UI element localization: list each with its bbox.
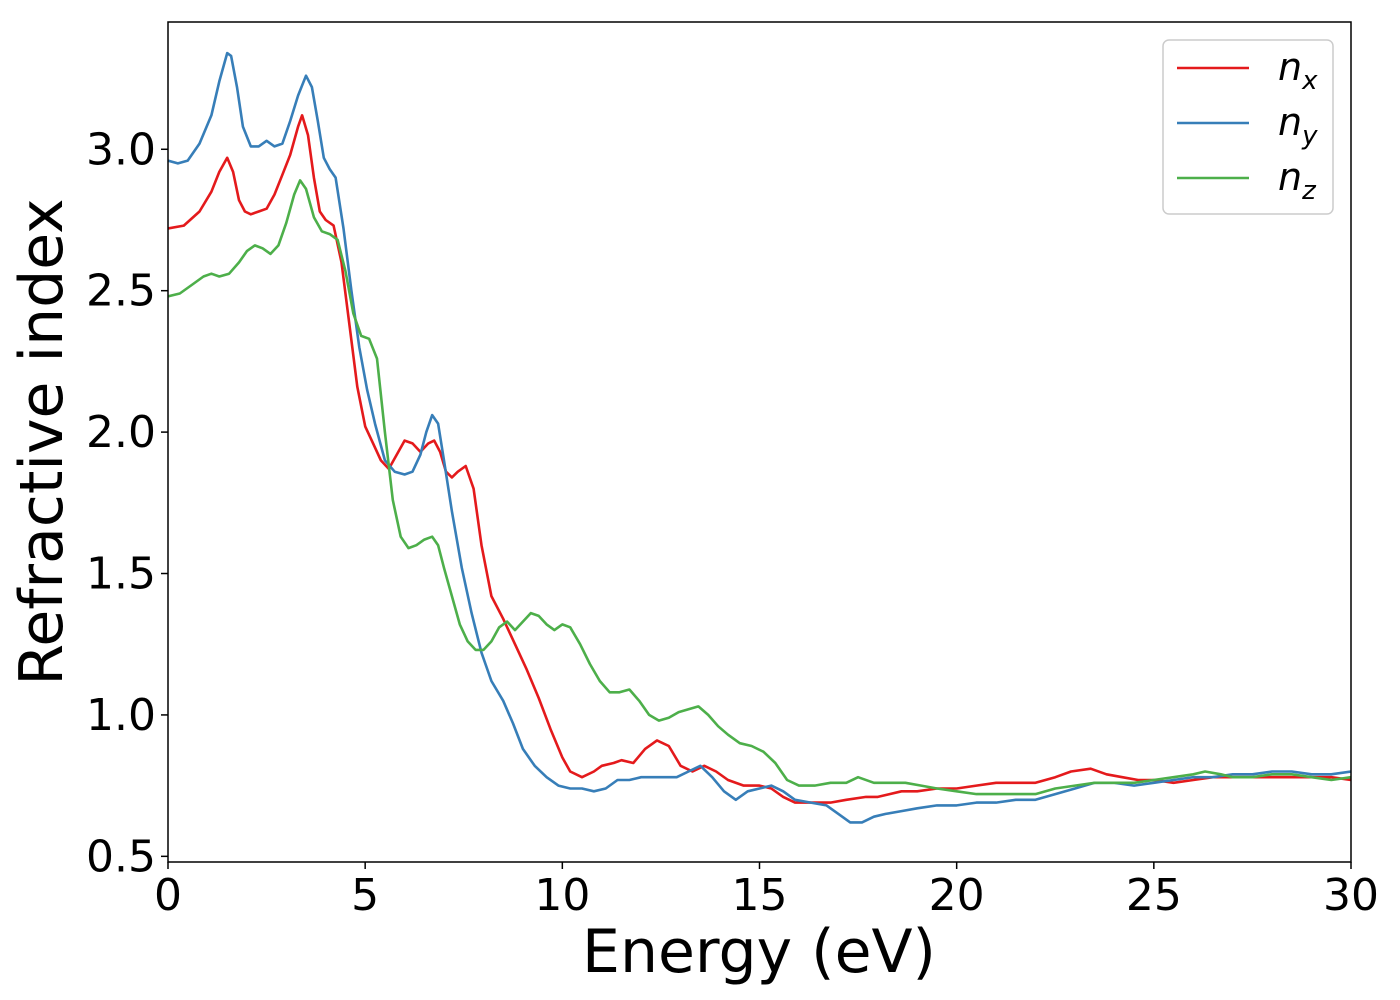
series-line-ny [168,51,1351,824]
x-tick-label: 20 [929,870,985,921]
y-tick-label: 1.5 [86,549,156,600]
x-axis-title: Energy (eV) [582,917,936,987]
x-tick-label: 10 [534,870,590,921]
x-tick-label: 5 [351,870,379,921]
y-axis-title: Refractive index [7,198,77,685]
y-axis-ticks: 0.5 1.0 1.5 2.0 2.5 3.0 [86,124,168,882]
x-tick-label: 0 [154,870,182,921]
series-line-nz [168,179,1351,796]
x-tick-label: 30 [1323,870,1379,921]
y-tick-label: 2.5 [86,266,156,317]
x-tick-label: 15 [732,870,788,921]
y-tick-label: 0.5 [86,831,156,882]
series-layer [168,51,1351,824]
series-line-nx [168,114,1351,804]
legend-subscript: z [1301,176,1317,206]
legend-subscript: x [1301,66,1318,96]
legend-subscript: y [1301,121,1318,151]
y-tick-label: 3.0 [86,124,156,175]
y-tick-label: 2.0 [86,407,156,458]
x-axis-ticks: 0 5 10 15 20 25 30 [154,862,1379,921]
x-tick-label: 25 [1126,870,1182,921]
legend-box [1162,39,1334,215]
y-tick-label: 1.0 [86,690,156,741]
